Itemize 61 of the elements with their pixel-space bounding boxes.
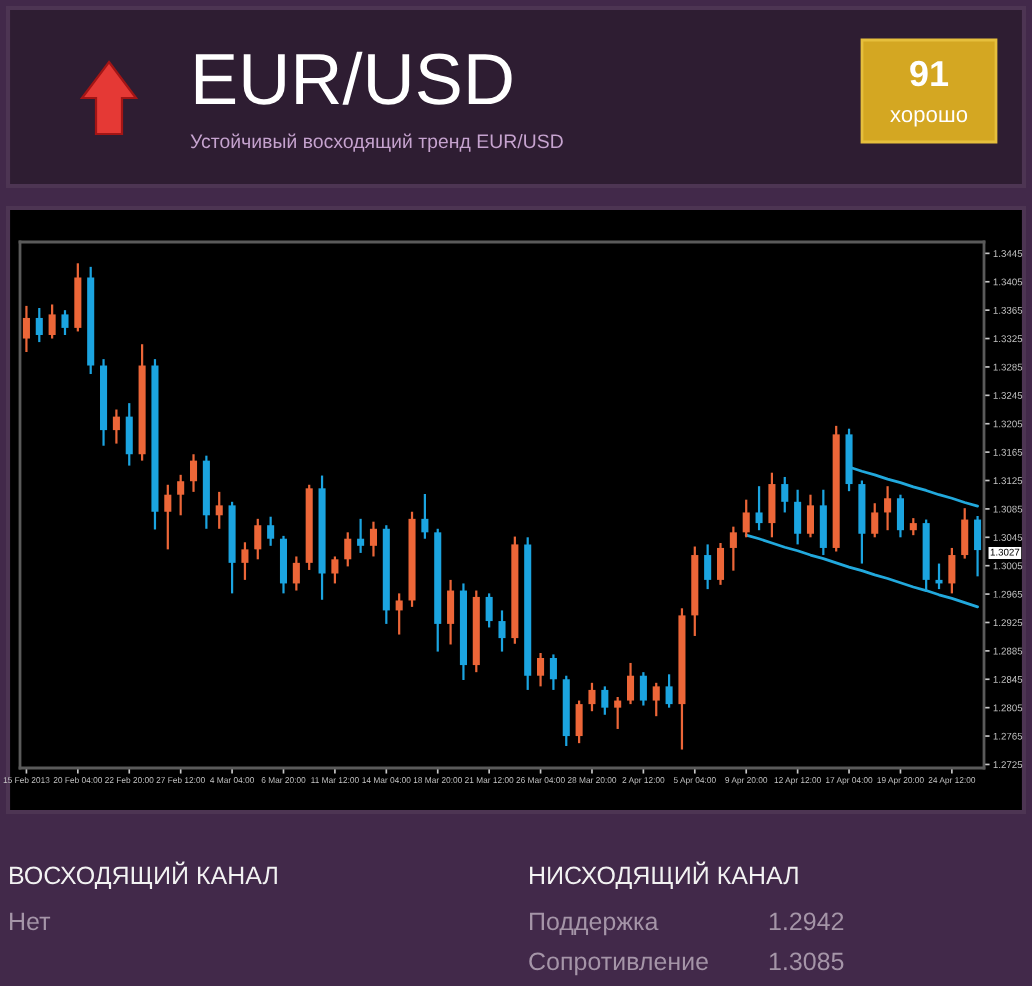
- candlestick: [742, 498, 750, 539]
- text: Поддержка: [530, 912, 659, 936]
- candlestick: [498, 609, 506, 653]
- candlestick: [806, 493, 815, 539]
- candlestick: [704, 543, 712, 591]
- candlestick: [935, 562, 943, 591]
- candlestick: [267, 515, 275, 547]
- candlestick: [627, 661, 635, 706]
- candlestick: [241, 541, 249, 581]
- candlestick: [794, 488, 802, 546]
- candlestick: [614, 695, 622, 731]
- candlestick: [279, 534, 288, 595]
- candlestick: [112, 408, 120, 445]
- candlestick: [369, 520, 377, 558]
- candlestick: [485, 592, 493, 629]
- candlestick: [22, 304, 30, 354]
- candlestick: [48, 303, 56, 340]
- text: НИСХОДЯЩИЙ КАНАЛ: [530, 861, 798, 889]
- candlestick: [189, 453, 198, 493]
- text: Сопротивление: [529, 952, 708, 976]
- candlestick: [639, 671, 647, 707]
- text: 1.2942: [769, 912, 844, 931]
- candlestick: [177, 473, 185, 517]
- text: 91: [910, 60, 949, 87]
- candlestick: [549, 653, 557, 692]
- candlestick: [61, 309, 69, 337]
- candlestick: [292, 555, 300, 592]
- candlestick: [215, 490, 223, 530]
- candlestick: [395, 592, 403, 636]
- candlestick: [665, 673, 673, 709]
- candlestick: [716, 541, 725, 586]
- candlestick: [588, 681, 596, 713]
- candlestick: [948, 546, 956, 595]
- candlestick: [884, 485, 892, 532]
- candlestick: [652, 681, 660, 718]
- text: 1.3085: [769, 952, 844, 971]
- candlestick: [601, 685, 609, 716]
- candlestick: [125, 402, 133, 467]
- candlestick: [896, 493, 904, 539]
- candlestick: [729, 525, 737, 572]
- candlestick: [254, 517, 262, 561]
- candlestick: [961, 507, 969, 560]
- candlestick: [575, 699, 583, 745]
- candlestick: [755, 485, 763, 532]
- candlestick: [357, 517, 365, 555]
- candlestick: [537, 651, 545, 688]
- candlestick: [871, 502, 879, 539]
- candlestick: [331, 555, 339, 585]
- candlestick: [421, 492, 429, 540]
- candlestick: [768, 471, 776, 539]
- chart-subtitle: Устойчивый восходящий тренд EUR/USD: [190, 133, 563, 153]
- text: ВОСХОДЯЩИЙ КАНАЛ: [10, 861, 277, 889]
- candlestick: [344, 531, 352, 568]
- candlestick: [164, 483, 172, 551]
- candlestick: [781, 475, 789, 514]
- candlestick: [447, 578, 455, 646]
- chart-title: EUR/USD: [195, 51, 512, 105]
- candlestick: [974, 514, 982, 578]
- text: Нет: [10, 912, 51, 931]
- candlestick: [35, 306, 43, 344]
- text: хорошо: [890, 110, 968, 127]
